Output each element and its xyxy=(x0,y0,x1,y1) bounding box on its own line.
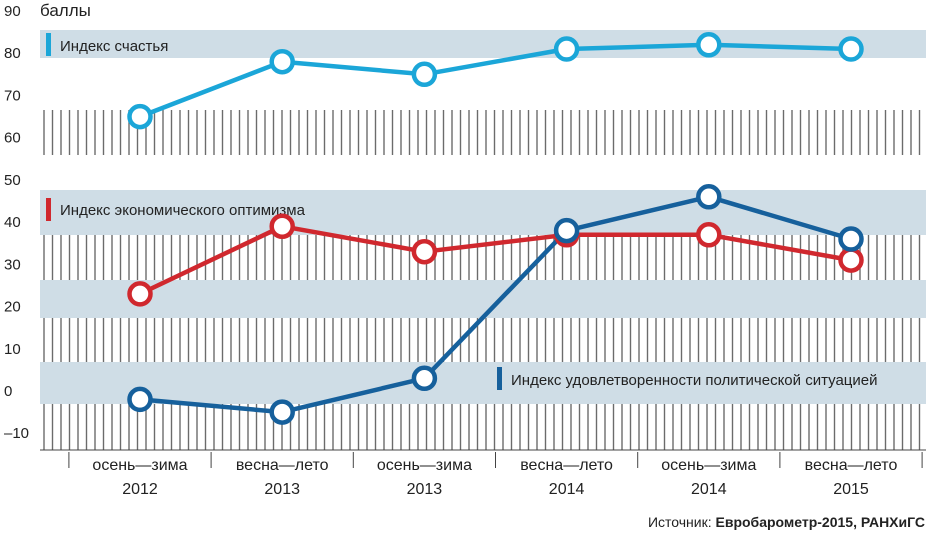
source-prefix: Источник: xyxy=(648,514,716,530)
shaded-band xyxy=(40,30,926,58)
x-tick-label-season: осень—зима xyxy=(661,457,756,474)
x-tick-label-year: 2013 xyxy=(264,481,300,498)
x-tick-label-season: весна—лето xyxy=(236,457,329,474)
data-point xyxy=(127,103,153,130)
data-point xyxy=(553,36,580,62)
y-tick-label: 40 xyxy=(4,214,21,231)
shaded-band xyxy=(40,190,926,235)
series-line xyxy=(139,42,852,119)
x-tick-label-season: весна—лето xyxy=(805,457,898,474)
data-point xyxy=(696,222,722,248)
data-point xyxy=(838,36,864,62)
data-point xyxy=(269,48,295,75)
x-tick-label-season: осень—зима xyxy=(377,457,472,474)
source-note: Источник: Евробарометр-2015, РАНХиГС xyxy=(648,514,925,530)
data-point xyxy=(411,365,438,392)
x-tick-label-year: 2013 xyxy=(407,481,443,498)
data-point xyxy=(127,386,153,413)
data-point xyxy=(696,184,722,210)
x-tick-label-season: осень—зима xyxy=(92,457,187,474)
y-tick-label: 90 xyxy=(4,3,21,20)
data-point xyxy=(127,281,153,307)
shaded-band xyxy=(40,362,926,404)
y-unit-label: баллы xyxy=(40,1,91,20)
x-axis: осень—зима 2012 весна—лето 2013 осень—зима 20… xyxy=(40,449,926,498)
y-tick-label: 70 xyxy=(4,87,21,104)
y-tick-label: 20 xyxy=(4,299,21,316)
data-point xyxy=(269,213,295,240)
data-point xyxy=(553,217,580,244)
legend-label: Индекс удовлетворенности политической си… xyxy=(511,372,877,389)
data-point xyxy=(838,247,864,273)
data-point xyxy=(411,238,438,265)
data-point xyxy=(269,399,295,425)
x-tick-label-year: 2014 xyxy=(549,481,585,498)
x-tick-label-season: весна—лето xyxy=(520,457,613,474)
x-tick-label-year: 2015 xyxy=(833,481,869,498)
legend-label: Индекс счастья xyxy=(60,38,168,55)
y-tick-label: 80 xyxy=(4,45,21,62)
data-point xyxy=(411,61,438,88)
y-tick-label: 10 xyxy=(4,341,21,358)
shaded-band xyxy=(40,280,926,318)
legend-swatch xyxy=(46,33,51,56)
series-layer xyxy=(127,32,864,425)
y-axis: баллы 90 80 70 60 50 40 30 20 10 0 –10 xyxy=(4,1,91,442)
series-line xyxy=(139,194,852,415)
y-tick-label: 50 xyxy=(4,172,21,189)
background-bands xyxy=(40,30,926,404)
legend-label: Индекс экономического оптимизма xyxy=(60,202,306,219)
data-point xyxy=(838,226,864,252)
y-tick-label: 0 xyxy=(4,383,12,400)
hatch-pattern xyxy=(43,110,921,450)
source-text: Евробарометр-2015, РАНХиГС xyxy=(716,514,926,530)
y-tick-label: –10 xyxy=(4,425,29,442)
x-tick-label-year: 2014 xyxy=(691,481,727,498)
y-tick-label: 60 xyxy=(4,130,21,147)
legend: Индекс счастья Индекс экономического опти… xyxy=(46,33,877,390)
legend-swatch xyxy=(497,367,502,390)
data-point xyxy=(696,32,722,58)
legend-swatch xyxy=(46,198,51,221)
y-tick-label: 30 xyxy=(4,256,21,273)
series-line xyxy=(139,224,852,296)
x-tick-label-year: 2012 xyxy=(122,481,158,498)
